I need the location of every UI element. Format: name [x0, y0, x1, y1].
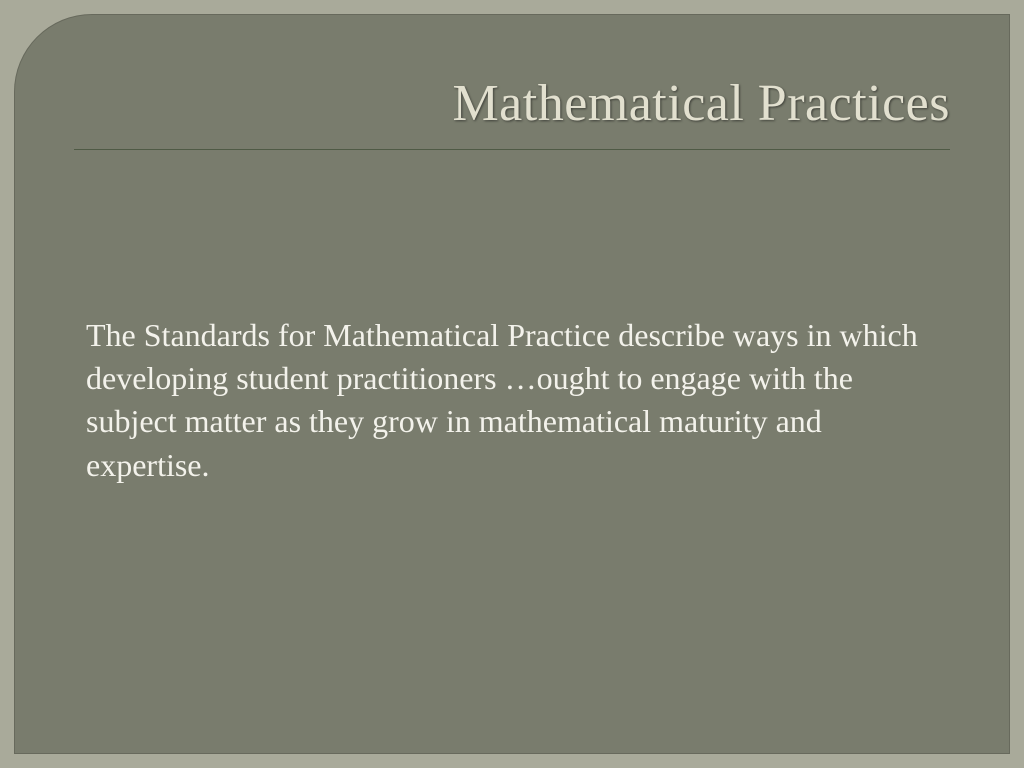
title-block: Mathematical Practices: [74, 74, 950, 150]
body-block: The Standards for Mathematical Practice …: [86, 314, 920, 487]
slide-frame: Mathematical Practices The Standards for…: [14, 14, 1010, 754]
slide-title: Mathematical Practices: [74, 74, 950, 147]
title-divider: [74, 149, 950, 150]
slide-body: The Standards for Mathematical Practice …: [86, 314, 920, 487]
